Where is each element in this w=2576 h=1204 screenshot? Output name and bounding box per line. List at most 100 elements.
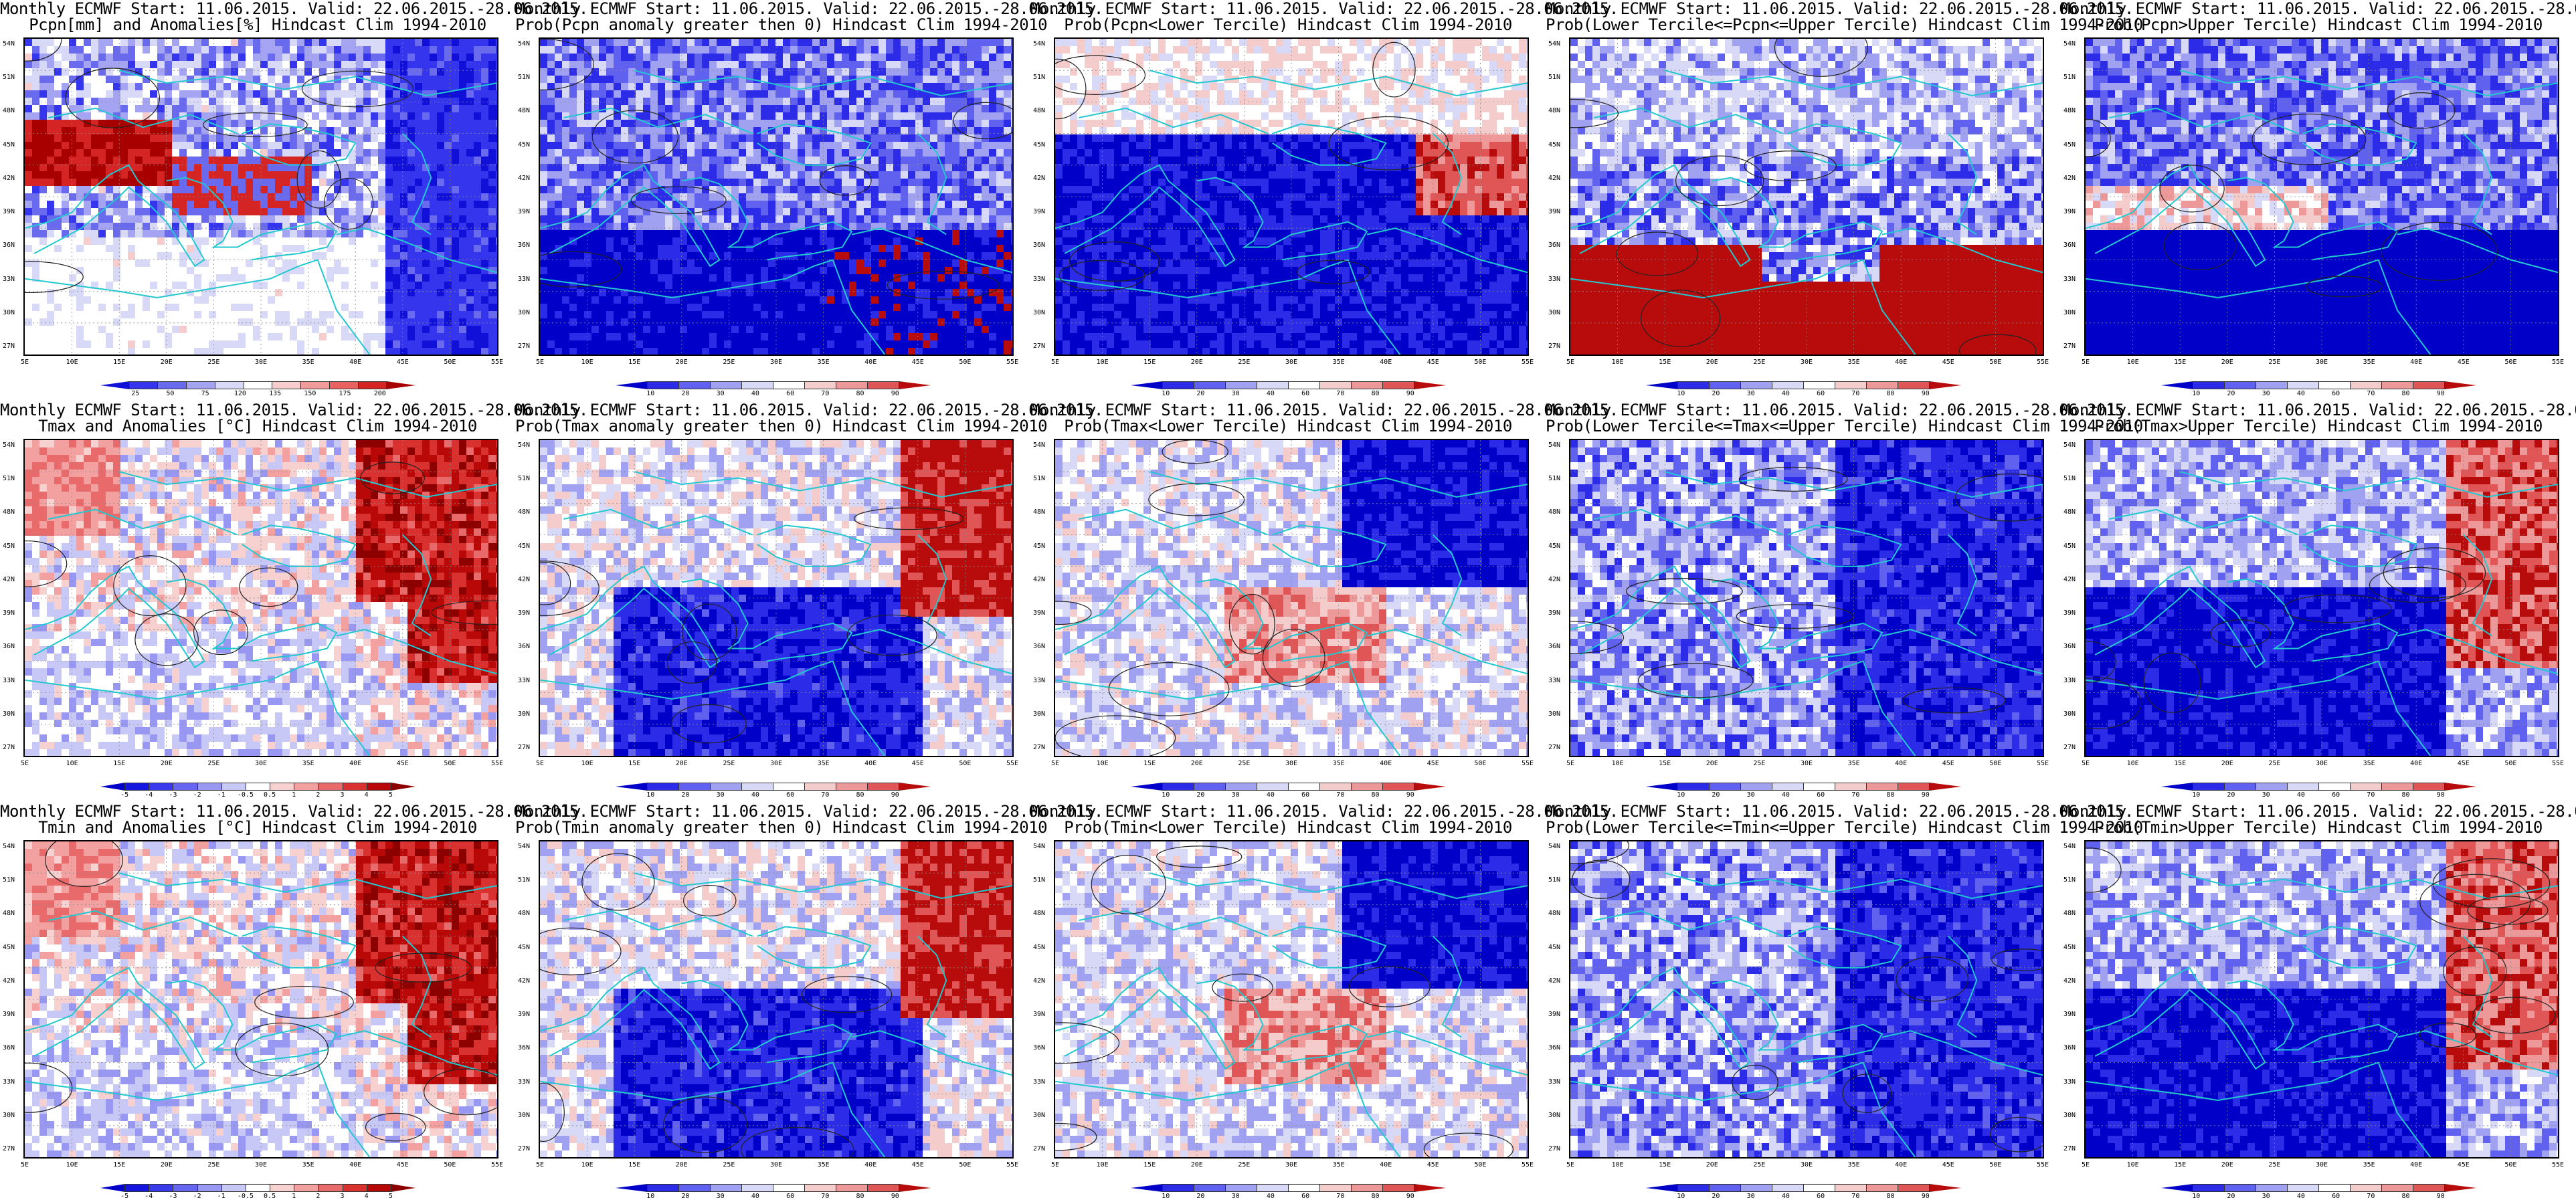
coastline bbox=[2397, 629, 2558, 675]
latitude-label: 36N bbox=[2063, 643, 2076, 651]
longitude-label: 10E bbox=[1612, 359, 1624, 367]
colorbar-swatch bbox=[100, 381, 130, 389]
forecast-map bbox=[2084, 37, 2559, 356]
colorbar-swatch bbox=[1709, 381, 1741, 389]
colorbar-swatch bbox=[1740, 381, 1772, 389]
latitude-label: 45N bbox=[518, 944, 530, 952]
longitude-label: 45E bbox=[912, 359, 924, 367]
colorbar-swatch bbox=[836, 381, 868, 389]
colorbar-swatch bbox=[1162, 783, 1194, 791]
colorbar-swatch bbox=[1803, 1184, 1835, 1192]
colorbar-swatch bbox=[1194, 381, 1226, 389]
contour-line bbox=[1625, 578, 1743, 605]
forecast-map bbox=[2084, 840, 2559, 1159]
colorbar-tick-label: -5 bbox=[120, 792, 128, 799]
colorbar-tick-label: 70 bbox=[2367, 1193, 2375, 1200]
forecast-map bbox=[539, 37, 1014, 356]
coastline bbox=[1347, 1062, 1401, 1157]
colorbar-tick-label: 60 bbox=[1301, 391, 1309, 397]
coastline bbox=[1862, 1062, 1916, 1157]
colorbar-swatch bbox=[1646, 381, 1678, 389]
colorbar-tick-label: 70 bbox=[1851, 1193, 1859, 1200]
colorbar bbox=[1131, 381, 1446, 389]
longitude-label: 50E bbox=[959, 1161, 971, 1169]
colorbar-tick-label: 1 bbox=[292, 792, 296, 799]
colorbar bbox=[2161, 381, 2476, 389]
latitude-label: 39N bbox=[1548, 609, 1560, 617]
contour-line bbox=[424, 1068, 497, 1116]
contour-line bbox=[1570, 98, 1619, 128]
colorbar-tick-label: 70 bbox=[1336, 1193, 1344, 1200]
longitude-label: 55E bbox=[2552, 760, 2564, 768]
panel-title-line-1: Monthly ECMWF Start: 11.06.2015. Valid: … bbox=[0, 0, 588, 17]
colorbar-swatch bbox=[197, 783, 222, 791]
coastline bbox=[118, 70, 497, 97]
colorbar-swatch bbox=[2381, 381, 2413, 389]
longitude-label: 25E bbox=[207, 1161, 219, 1169]
latitude-label: 51N bbox=[1548, 475, 1560, 483]
longitude-label: 35E bbox=[818, 359, 830, 367]
longitude-label: 45E bbox=[397, 359, 409, 367]
longitude-label: 35E bbox=[1333, 760, 1345, 768]
colorbar-swatch bbox=[1414, 783, 1446, 791]
longitude-label: 35E bbox=[2363, 1161, 2375, 1169]
map-panel: Monthly ECMWF Start: 11.06.2015. Valid: … bbox=[515, 401, 1103, 803]
latitude-label: 33N bbox=[1033, 1078, 1045, 1086]
coastline bbox=[1366, 1030, 1528, 1076]
latitude-label: 42N bbox=[3, 576, 15, 584]
contour-line bbox=[2467, 896, 2549, 925]
panel-title-line-2: Prob(Tmax anomaly greater then 0) Hindca… bbox=[515, 417, 1048, 435]
colorbar-swatch bbox=[1835, 381, 1867, 389]
colorbar-swatch bbox=[1646, 1184, 1678, 1192]
colorbar-swatch bbox=[2318, 1184, 2351, 1192]
latitude-label: 30N bbox=[1548, 710, 1560, 718]
colorbar-swatch bbox=[2256, 783, 2288, 791]
coastline bbox=[1079, 508, 1269, 536]
latitude-label: 54N bbox=[518, 441, 530, 449]
colorbar-swatch bbox=[899, 783, 931, 791]
colorbar-tick-label: 90 bbox=[1922, 792, 1930, 799]
contour-line bbox=[670, 704, 747, 744]
longitude-label: 25E bbox=[207, 760, 219, 768]
colorbar-swatch bbox=[221, 1184, 246, 1192]
coastline bbox=[1433, 534, 1463, 637]
contour-line bbox=[360, 462, 425, 494]
coastline bbox=[563, 910, 753, 937]
longitude-label: 25E bbox=[723, 359, 735, 367]
map-field bbox=[25, 39, 497, 355]
colorbar-swatch bbox=[100, 783, 126, 791]
colorbar-tick-label: 10 bbox=[1677, 391, 1685, 397]
longitude-label: 10E bbox=[66, 760, 78, 768]
longitude-label: 35E bbox=[302, 1161, 314, 1169]
contour-line bbox=[235, 1022, 329, 1077]
latitude-label: 45N bbox=[3, 944, 15, 952]
longitude-label: 35E bbox=[1333, 1161, 1345, 1169]
longitude-label: 45E bbox=[2458, 1161, 2470, 1169]
colorbar-tick-label: 20 bbox=[1196, 391, 1204, 397]
coastline bbox=[2179, 70, 2558, 97]
longitude-label: 45E bbox=[1942, 760, 1954, 768]
map-field bbox=[1570, 440, 2043, 756]
latitude-label: 36N bbox=[518, 1044, 530, 1052]
longitude-label: 15E bbox=[2174, 1161, 2186, 1169]
contour-line bbox=[801, 976, 893, 1013]
latitude-label: 45N bbox=[3, 141, 15, 149]
longitude-label: 25E bbox=[207, 359, 219, 367]
colorbar-swatch bbox=[1319, 783, 1352, 791]
longitude-label: 50E bbox=[444, 1161, 456, 1169]
colorbar-swatch bbox=[386, 381, 416, 389]
latitude-label: 45N bbox=[518, 542, 530, 550]
coastline bbox=[1079, 910, 1269, 937]
coastline bbox=[1366, 629, 1528, 675]
longitude-label: 20E bbox=[1706, 1161, 1718, 1169]
latitude-label: 39N bbox=[1033, 609, 1045, 617]
panel-title-line-1: Monthly ECMWF Start: 11.06.2015. Valid: … bbox=[1030, 803, 1619, 820]
panel-title-line-2: Prob(Tmax<Lower Tercile) Hindcast Clim 1… bbox=[1030, 417, 1546, 435]
colorbar-tick-label: 50 bbox=[166, 391, 174, 397]
longitude-label: 20E bbox=[1191, 1161, 1203, 1169]
longitude-label: 35E bbox=[818, 1161, 830, 1169]
contour-line bbox=[1059, 260, 1145, 291]
colorbar-swatch bbox=[867, 381, 899, 389]
contour-line bbox=[1896, 957, 1969, 1002]
latitude-label: 51N bbox=[3, 876, 15, 884]
